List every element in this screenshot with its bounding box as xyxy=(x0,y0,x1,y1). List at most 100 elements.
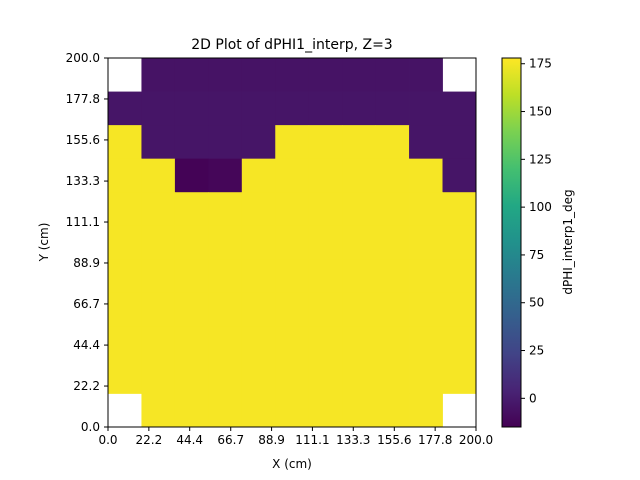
heatmap-cell xyxy=(108,259,142,294)
heatmap-cell xyxy=(375,58,410,92)
y-tick-label: 133.3 xyxy=(66,174,100,188)
heatmap-cells xyxy=(108,58,477,428)
colorbar-label: dPHI_interp1_deg xyxy=(561,189,575,294)
heatmap-cell xyxy=(275,125,310,160)
y-tick-label: 200.0 xyxy=(66,51,100,65)
x-axis-label: X (cm) xyxy=(272,457,312,471)
x-tick-label: 155.6 xyxy=(377,433,411,447)
y-tick-label: 22.2 xyxy=(73,379,100,393)
heatmap-cell xyxy=(241,125,276,160)
heatmap-cell xyxy=(141,393,176,428)
heatmap-cell xyxy=(208,158,243,193)
heatmap-cell xyxy=(442,158,477,193)
heatmap-cell xyxy=(241,259,276,294)
colorbar-tick-label: 125 xyxy=(529,152,552,166)
heatmap-cell xyxy=(174,326,209,361)
heatmap-cell xyxy=(409,326,443,361)
heatmap-cell xyxy=(409,58,443,92)
heatmap-cell xyxy=(442,359,477,394)
x-tick-label: 66.7 xyxy=(217,433,244,447)
x-tick-label: 200.0 xyxy=(459,433,493,447)
heatmap-cell xyxy=(208,91,243,126)
heatmap-cell xyxy=(375,125,410,160)
colorbar-axis: 0 25 50 75 100 125 150 175 xyxy=(521,57,552,405)
heatmap-cell xyxy=(241,326,276,361)
heatmap-cell xyxy=(342,192,377,227)
heatmap-cell xyxy=(342,158,377,193)
heatmap-cell xyxy=(442,225,477,260)
heatmap-cell xyxy=(275,292,310,327)
colorbar-tick-label: 50 xyxy=(529,296,544,310)
heatmap-cell xyxy=(108,292,142,327)
heatmap-cell xyxy=(208,58,243,92)
heatmap-cell xyxy=(108,192,142,227)
heatmap-cell xyxy=(174,292,209,327)
heatmap-cell xyxy=(375,393,410,428)
heatmap-cell xyxy=(442,125,477,160)
heatmap-cell xyxy=(375,192,410,227)
heatmap-cell xyxy=(141,192,176,227)
heatmap-cell xyxy=(208,192,243,227)
heatmap-cell xyxy=(308,58,343,92)
heatmap-cell xyxy=(375,91,410,126)
heatmap-cell xyxy=(141,326,176,361)
colorbar-tick-label: 150 xyxy=(529,105,552,119)
heatmap-cell xyxy=(108,326,142,361)
heatmap-cell xyxy=(174,259,209,294)
heatmap-cell xyxy=(308,192,343,227)
heatmap-cell xyxy=(409,393,443,428)
heatmap-cell xyxy=(275,91,310,126)
heatmap-cell xyxy=(208,225,243,260)
heatmap-cell xyxy=(308,393,343,428)
heatmap-cell xyxy=(208,359,243,394)
y-tick-label: 66.7 xyxy=(73,297,100,311)
heatmap-cell xyxy=(208,259,243,294)
heatmap-cell xyxy=(141,359,176,394)
heatmap-cell xyxy=(442,192,477,227)
heatmap-cell xyxy=(108,158,142,193)
heatmap-cell xyxy=(409,91,443,126)
heatmap-cell xyxy=(275,326,310,361)
heatmap-cell xyxy=(174,158,209,193)
heatmap-cell xyxy=(442,292,477,327)
heatmap-cell xyxy=(342,225,377,260)
heatmap-cell xyxy=(375,359,410,394)
x-tick-label: 133.3 xyxy=(336,433,370,447)
heatmap-cell xyxy=(275,58,310,92)
heatmap-cell xyxy=(208,292,243,327)
heatmap-cell xyxy=(275,259,310,294)
heatmap-cell xyxy=(409,225,443,260)
heatmap-cell xyxy=(342,259,377,294)
heatmap-cell xyxy=(342,393,377,428)
heatmap-cell xyxy=(241,359,276,394)
heatmap-cell xyxy=(108,91,142,126)
heatmap-cell xyxy=(241,225,276,260)
x-tick-label: 177.8 xyxy=(418,433,452,447)
colorbar-tick-label: 175 xyxy=(529,57,552,71)
heatmap-cell xyxy=(208,393,243,428)
heatmap-cell xyxy=(308,259,343,294)
heatmap-cell xyxy=(308,91,343,126)
y-tick-label: 111.1 xyxy=(66,215,100,229)
heatmap-cell xyxy=(442,91,477,126)
heatmap-cell xyxy=(342,125,377,160)
heatmap-cell xyxy=(409,259,443,294)
heatmap-cell xyxy=(275,359,310,394)
heatmap-cell xyxy=(275,225,310,260)
colorbar-tick-label: 100 xyxy=(529,200,552,214)
x-axis: 0.0 22.2 44.4 66.7 88.9 111.1 133.3 155.6 177.8 2… xyxy=(98,427,493,447)
x-tick-label: 44.4 xyxy=(176,433,203,447)
heatmap-cell xyxy=(342,292,377,327)
heatmap-cell xyxy=(141,292,176,327)
colorbar-tick-label: 75 xyxy=(529,248,544,262)
heatmap-cell xyxy=(241,192,276,227)
heatmap-cell xyxy=(409,158,443,193)
heatmap-cell xyxy=(241,58,276,92)
heatmap-cell xyxy=(174,125,209,160)
colorbar xyxy=(501,57,522,428)
heatmap-cell xyxy=(108,125,142,160)
heatmap-cell xyxy=(342,326,377,361)
heatmap-cell xyxy=(174,359,209,394)
x-tick-label: 0.0 xyxy=(98,433,117,447)
heatmap-cell xyxy=(141,158,176,193)
